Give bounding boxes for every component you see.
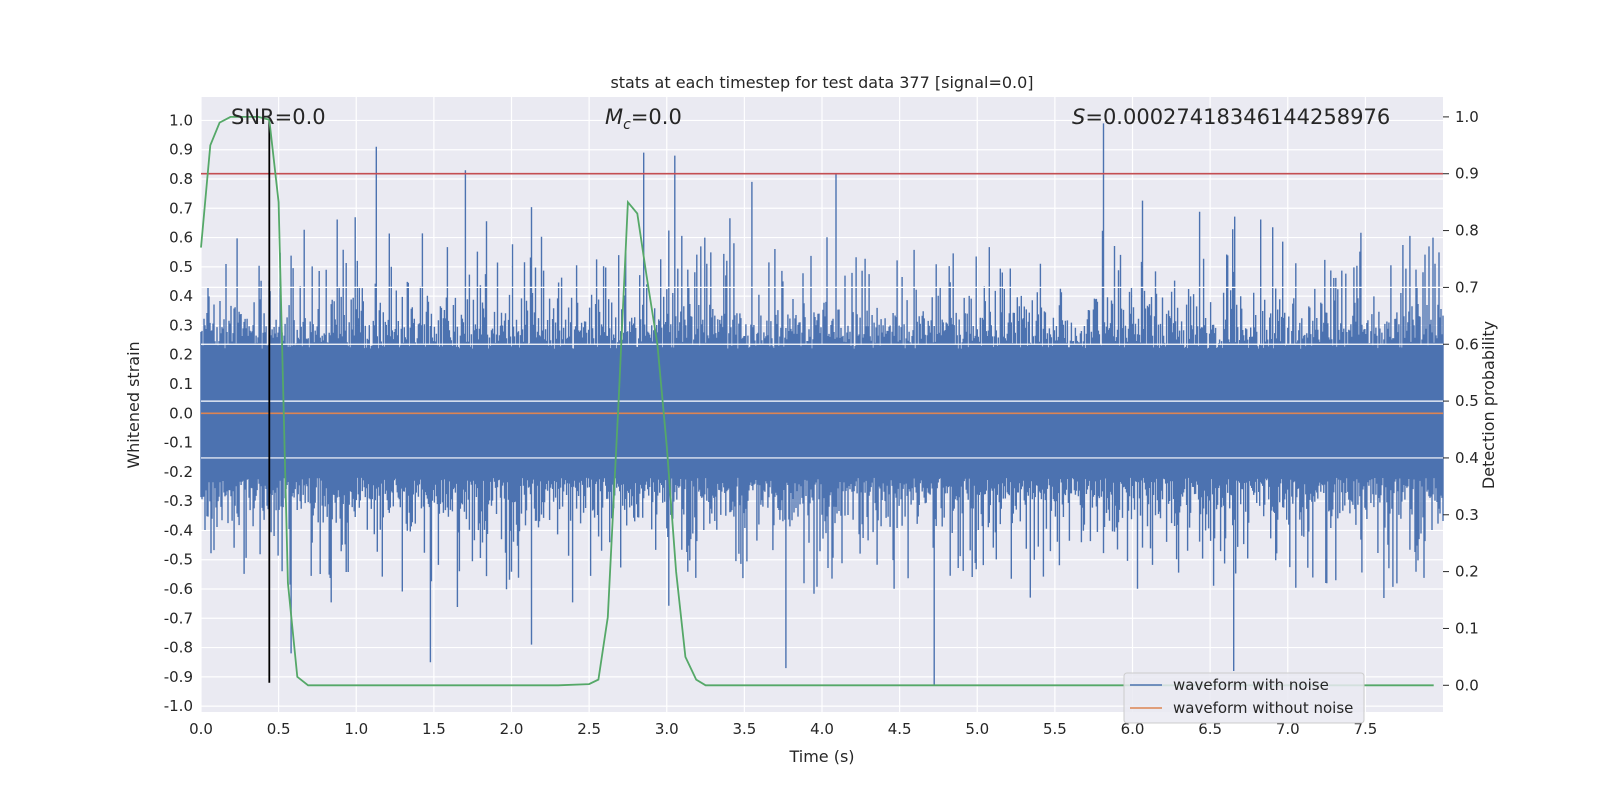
line-series (200, 116, 1443, 687)
x-tick-label: 3.5 (732, 720, 756, 738)
y-tick-label: -0.5 (164, 551, 193, 569)
x-tick-label: 4.0 (810, 720, 834, 738)
x-tick-label: 1.5 (422, 720, 446, 738)
y2-tick-label: 0.2 (1455, 563, 1479, 581)
y-tick-label: 0.8 (169, 170, 193, 188)
x-tick-label: 5.5 (1043, 720, 1067, 738)
s-annotation: S=0.00027418346144258976 (1072, 105, 1390, 129)
x-axis-label: Time (s) (788, 747, 854, 766)
chart-title: stats at each timestep for test data 377… (610, 73, 1033, 92)
y2-tick-label: 0.7 (1455, 278, 1479, 296)
x-tick-label: 4.5 (888, 720, 912, 738)
y2-tick-label: 0.3 (1455, 506, 1479, 524)
y2-tick-label: 0.8 (1455, 222, 1479, 240)
s-symbol: S (1072, 105, 1085, 129)
y-tick-label: 0.3 (169, 316, 193, 334)
y2-tick-label: 0.5 (1455, 392, 1479, 410)
y2-axis-label: Detection probability (1479, 321, 1498, 489)
x-tick-label: 1.0 (344, 720, 368, 738)
y-tick-label: 0.5 (169, 258, 193, 276)
mc-subscript: c (623, 117, 631, 133)
legend-label-no-noise: waveform without noise (1173, 699, 1353, 717)
x-tick-label: 6.5 (1198, 720, 1222, 738)
y-tick-label: 0.9 (169, 141, 193, 159)
s-value: =0.00027418346144258976 (1085, 105, 1390, 129)
x-tick-label: 3.0 (655, 720, 679, 738)
x-tick-label: 7.5 (1353, 720, 1377, 738)
x-tick-label: 0.5 (267, 720, 291, 738)
tick-labels: 0.0 0.5 1.0 1.5 2.0 2.5 3.0 3.5 4.0 4.5 5.0 5.5 6.0 6… (164, 108, 1479, 738)
y2-tick-label: 0.4 (1455, 449, 1479, 467)
y-tick-label: -0.6 (164, 580, 193, 598)
y-tick-label: 0.2 (169, 346, 193, 364)
y-tick-label: 0.7 (169, 199, 193, 217)
legend: waveform with noise waveform without noi… (1123, 672, 1365, 724)
y-tick-label: -0.4 (164, 521, 193, 539)
x-tick-label: 6.0 (1121, 720, 1145, 738)
y2-tick-label: 0.1 (1455, 619, 1479, 637)
mc-value: =0.0 (631, 105, 682, 129)
y-tick-label: -0.2 (164, 463, 193, 481)
x-tick-label: 7.0 (1276, 720, 1300, 738)
y-tick-label: -1.0 (164, 697, 193, 715)
detection-probability-line (200, 116, 1434, 687)
x-tick-label: 2.0 (500, 720, 524, 738)
y-tick-label: 0.0 (169, 404, 193, 422)
legend-box (1123, 672, 1365, 724)
y2-tick-label: 1.0 (1455, 108, 1479, 126)
x-tick-label: 2.5 (577, 720, 601, 738)
y-tick-label: 0.1 (169, 375, 193, 393)
mc-annotation: Mc=0.0 (605, 105, 682, 133)
y-tick-label: -0.7 (164, 609, 193, 627)
mc-symbol: M (605, 105, 623, 129)
legend-label-noise: waveform with noise (1173, 676, 1329, 694)
y-tick-label: 1.0 (169, 111, 193, 129)
y-tick-label: -0.3 (164, 492, 193, 510)
y-axis-label: Whitened strain (124, 341, 143, 468)
snr-annotation: SNR=0.0 (231, 105, 326, 129)
y2-tick-label: 0.0 (1455, 676, 1479, 694)
y2-tick-label: 0.9 (1455, 165, 1479, 183)
y-tick-label: -0.8 (164, 639, 193, 657)
y-tick-label: -0.9 (164, 668, 193, 686)
y-tick-label: 0.6 (169, 229, 193, 247)
y-tick-label: -0.1 (164, 434, 193, 452)
x-tick-label: 5.0 (965, 720, 989, 738)
y2-tick-label: 0.6 (1455, 335, 1479, 353)
y-tick-label: 0.4 (169, 287, 193, 305)
x-tick-label: 0.0 (189, 720, 213, 738)
